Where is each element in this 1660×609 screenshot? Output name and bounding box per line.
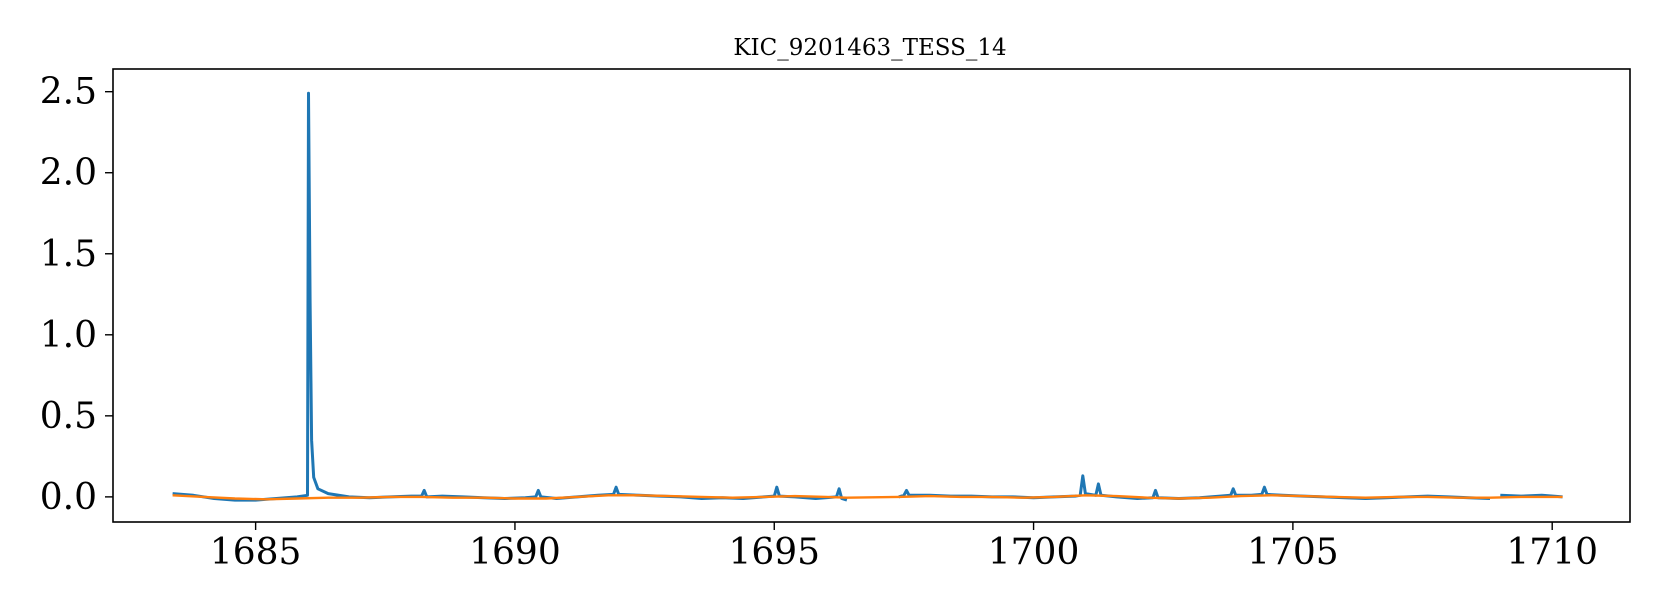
- series-2-segment-1: [172, 494, 1563, 501]
- x-tick-label: 1685: [210, 532, 302, 573]
- x-axis: 1685 1690 1695 1700 1705 1710: [210, 522, 1598, 573]
- series-1-segment-2: [898, 474, 1491, 500]
- x-tick-label: 1710: [1506, 532, 1598, 573]
- y-axis: 0.0 0.5 1.0 1.5 2.0 2.5: [40, 72, 113, 518]
- y-tick-label: 2.5: [40, 72, 97, 113]
- y-tick-label: 1.5: [40, 234, 97, 275]
- y-tick-label: 1.0: [40, 315, 97, 356]
- x-tick-label: 1690: [469, 532, 561, 573]
- x-tick-label: 1695: [728, 532, 820, 573]
- plot-area: [172, 91, 1563, 502]
- series-1-segment-1: [172, 91, 848, 502]
- chart-title: KIC_9201463_TESS_14: [733, 35, 1006, 61]
- x-tick-label: 1700: [988, 532, 1080, 573]
- y-tick-label: 2.0: [40, 153, 97, 194]
- axes-frame: [112, 68, 1631, 523]
- y-tick-label: 0.5: [40, 396, 97, 437]
- x-tick-label: 1705: [1247, 532, 1339, 573]
- y-tick-label: 0.0: [40, 477, 97, 518]
